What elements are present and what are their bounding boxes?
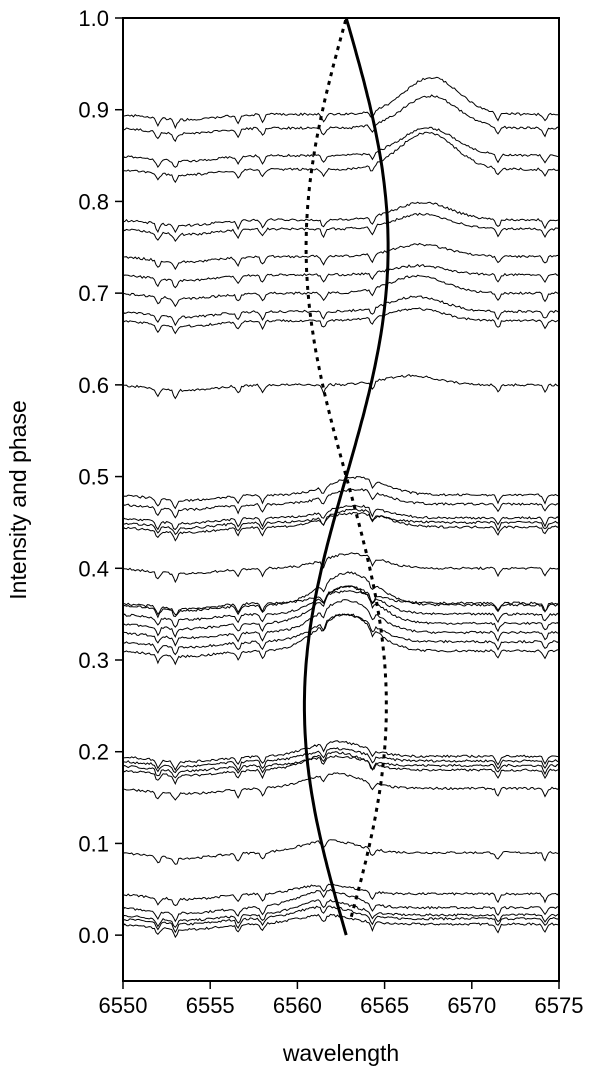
spectrum-line <box>123 883 559 907</box>
spectrum-line <box>123 508 559 542</box>
spectrum-line <box>123 571 559 619</box>
spectrum-line <box>123 740 559 771</box>
y-axis: 0.0 0.1 0.2 0.3 0.4 0.5 0.6 0.7 0.8 0.9 1.0 <box>78 6 123 948</box>
y-tick-label: 0.6 <box>78 373 109 398</box>
y-tick-label: 0.9 <box>78 98 109 123</box>
y-tick-label: 0.1 <box>78 831 109 856</box>
spectrum-line <box>123 899 559 929</box>
spectrum-line <box>123 76 559 130</box>
spectrum-line <box>123 585 559 628</box>
spectrum-line <box>123 504 559 531</box>
spectrum-line <box>123 511 559 536</box>
y-tick-label: 0.0 <box>78 923 109 948</box>
y-tick-label: 0.5 <box>78 465 109 490</box>
spectrum-line <box>123 905 559 934</box>
spectrum-line <box>123 242 559 271</box>
y-axis-title: Intensity and phase <box>5 400 31 599</box>
spectrum-line <box>123 613 559 666</box>
spectrum-line <box>123 599 559 647</box>
x-tick-label: 6560 <box>273 993 322 1018</box>
spectrum-line <box>123 307 559 335</box>
x-axis: 6550 6555 6560 6565 6570 6575 <box>99 981 584 1018</box>
x-tick-label: 6550 <box>99 993 148 1018</box>
plot-frame <box>122 17 560 982</box>
velocity-curve-solid <box>302 17 390 936</box>
spectrum-line <box>123 373 559 400</box>
spectra-group <box>123 76 559 939</box>
spectrum-line <box>123 747 559 774</box>
y-tick-label: 0.2 <box>78 740 109 765</box>
spectrum-line <box>123 585 559 638</box>
x-tick-label: 6565 <box>360 993 409 1018</box>
y-tick-label: 1.0 <box>78 6 109 31</box>
spectrum-line <box>123 212 559 242</box>
spectrum-line <box>123 475 559 510</box>
spectrum-line <box>123 751 559 786</box>
spectrum-line <box>123 201 559 234</box>
spectrum-line <box>123 772 559 801</box>
spectrum-line <box>123 126 559 169</box>
velocity-curves-group <box>302 17 390 936</box>
x-axis-title: wavelength <box>282 1040 399 1066</box>
spectrum-line <box>123 263 559 289</box>
y-tick-label: 0.4 <box>78 556 109 581</box>
spectrum-line <box>123 131 559 184</box>
spectrum-line <box>123 888 559 923</box>
y-tick-label: 0.7 <box>78 281 109 306</box>
y-tick-label: 0.3 <box>78 648 109 673</box>
x-tick-label: 6575 <box>535 993 584 1018</box>
spectrum-line <box>123 590 559 616</box>
spectrum-line <box>123 613 559 656</box>
spectrum-line <box>123 274 559 308</box>
y-tick-label: 0.8 <box>78 189 109 214</box>
x-tick-label: 6555 <box>186 993 235 1018</box>
velocity-curve-dotted <box>304 17 388 918</box>
spectrum-line <box>123 552 559 584</box>
spectrum-line <box>123 94 559 143</box>
spectrum-line <box>123 754 559 779</box>
spectrum-line <box>123 295 559 327</box>
spectrum-line <box>123 839 559 865</box>
x-tick-label: 6570 <box>447 993 496 1018</box>
